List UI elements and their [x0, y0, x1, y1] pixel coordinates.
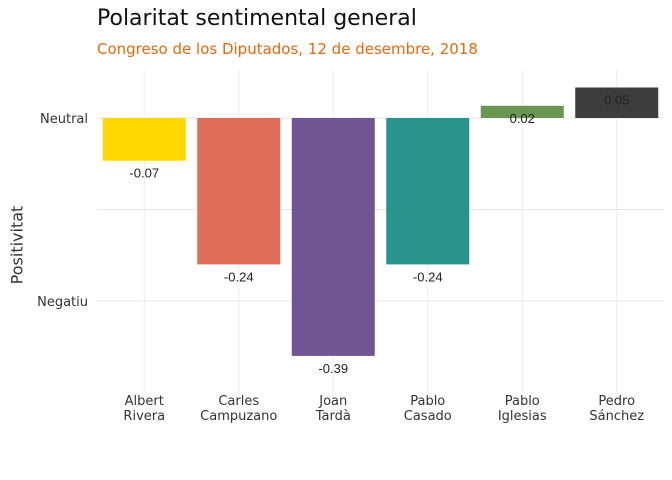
x-tick-label: Carles [218, 394, 259, 409]
x-tick-label: Pablo [505, 394, 540, 409]
data-label: -0.24 [413, 269, 443, 284]
x-tick-label: Pedro [598, 394, 635, 409]
x-tick-label: Campuzano [200, 409, 277, 424]
data-label: 0.05 [604, 93, 629, 108]
bar [575, 87, 659, 118]
x-tick-label: Albert [125, 394, 164, 409]
data-label: -0.07 [129, 166, 159, 181]
y-tick-label: Negatiu [37, 295, 88, 310]
bar [480, 105, 564, 118]
x-tick-label: Rivera [123, 409, 165, 424]
x-tick-label: Tardà [315, 409, 351, 424]
chart-title: Polaritat sentimental general [97, 6, 417, 31]
x-tick-label: Iglesias [498, 409, 547, 424]
data-label: -0.39 [318, 361, 348, 376]
x-tick-label: Casado [404, 409, 452, 424]
y-tick-label: Neutral [40, 112, 88, 127]
data-label: -0.24 [224, 269, 254, 284]
bar [102, 118, 186, 161]
bar [197, 118, 281, 265]
x-tick-label: Joan [318, 394, 347, 409]
x-tick-label: Sánchez [589, 409, 644, 424]
bar [291, 118, 375, 356]
data-label: 0.02 [510, 111, 535, 126]
x-tick-label: Pablo [410, 394, 445, 409]
chart-subtitle: Congreso de los Diputados, 12 de desembr… [97, 40, 478, 58]
bar [386, 118, 470, 265]
